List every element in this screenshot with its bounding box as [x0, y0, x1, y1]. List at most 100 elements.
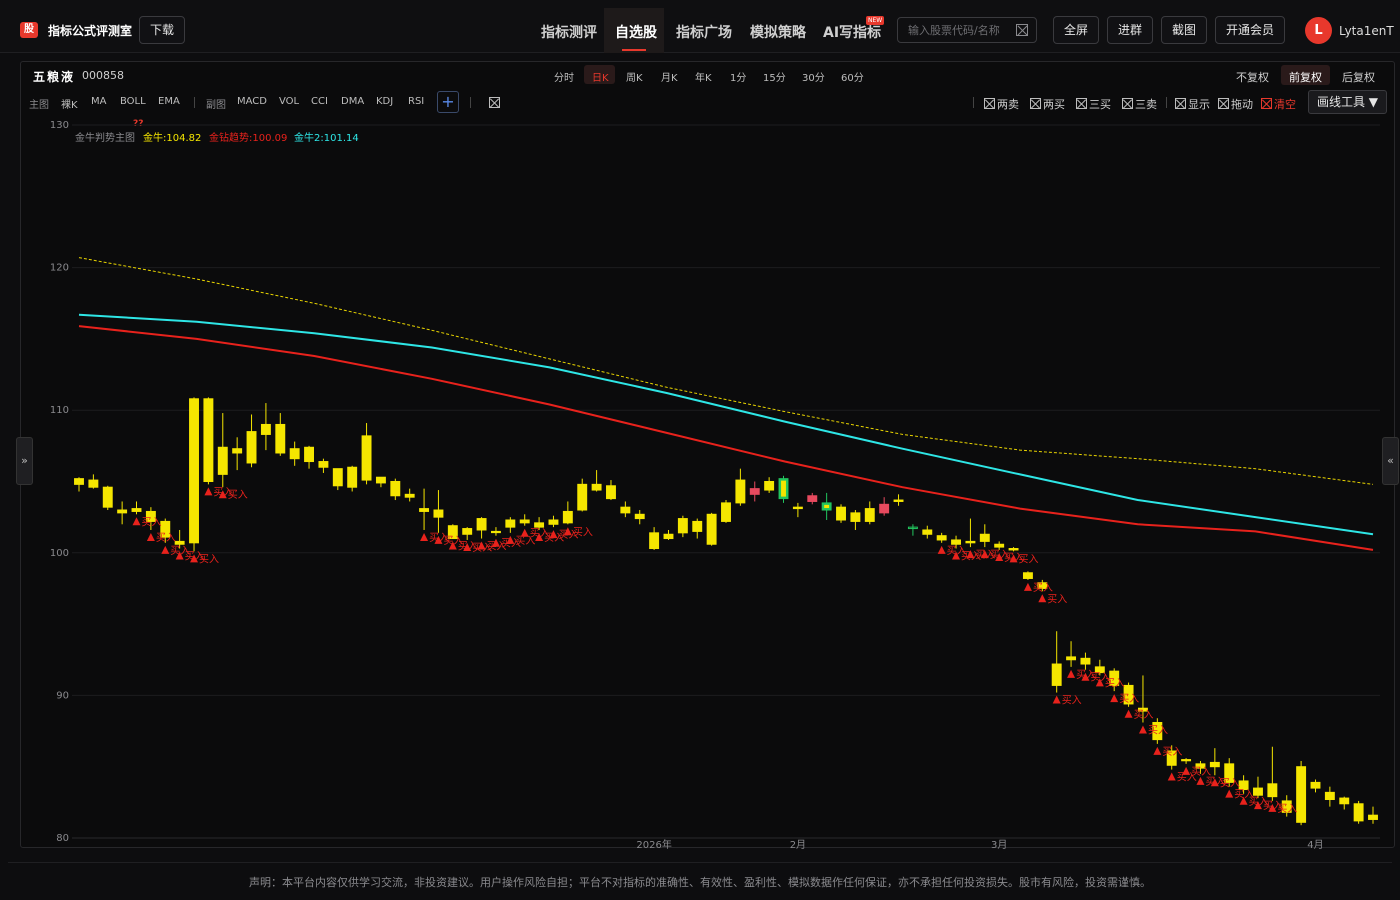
clear-drawings-button[interactable]: 清空 — [1261, 96, 1296, 112]
period-60min[interactable]: 60分 — [841, 73, 864, 84]
indicator-ema[interactable]: EMA — [158, 96, 180, 107]
candle-body — [1267, 783, 1278, 798]
toggle-label: 三买 — [1089, 98, 1111, 111]
app-title: 指标公式评测室 — [48, 24, 133, 38]
candle-body — [749, 488, 760, 495]
toggle-two-buy[interactable]: 两买 — [1030, 96, 1065, 112]
toggle-drag[interactable]: 拖动 — [1218, 96, 1253, 112]
indicator-vol[interactable]: VOL — [279, 96, 300, 107]
candle-body — [332, 468, 343, 487]
candle-body — [145, 510, 156, 522]
candle-body — [131, 508, 142, 512]
candle-body — [1080, 657, 1091, 665]
candle-body — [462, 528, 473, 535]
membership-button[interactable]: 开通会员 — [1215, 16, 1285, 44]
tab-indicator-square[interactable]: 指标广场 — [676, 25, 732, 41]
candle-body — [721, 502, 731, 522]
buy-signal-arrow — [520, 528, 529, 537]
buy-signal-label: 买入 — [228, 489, 248, 501]
candle-body — [1339, 797, 1350, 805]
candle-body — [907, 526, 918, 530]
clear-search-icon[interactable] — [1016, 24, 1028, 36]
avatar[interactable]: L — [1305, 17, 1332, 44]
buy-signal-label: 买入 — [1090, 672, 1110, 684]
indicator-boll[interactable]: BOLL — [120, 96, 146, 107]
candle-body — [936, 535, 947, 541]
divider — [470, 97, 471, 108]
toggle-two-sell[interactable]: 两卖 — [984, 96, 1019, 112]
legend-jinniu2: 金牛2:101.14 — [294, 133, 359, 144]
adjust-none[interactable]: 不复权 — [1236, 71, 1269, 84]
toggle-show[interactable]: 显示 — [1175, 96, 1210, 112]
indicator-rsi[interactable]: RSI — [408, 96, 425, 107]
add-indicator-button[interactable]: + — [437, 91, 459, 113]
indicator-macd[interactable]: MACD — [237, 96, 267, 107]
period-30min[interactable]: 30分 — [802, 73, 825, 84]
nav-active-background — [604, 8, 664, 53]
indicator-kdj[interactable]: KDJ — [376, 96, 394, 107]
buy-signal-label: 买入 — [1191, 766, 1211, 778]
buy-signal-arrow — [477, 541, 486, 550]
period-15min[interactable]: 15分 — [763, 73, 786, 84]
adjust-backward[interactable]: 后复权 — [1342, 71, 1375, 84]
fullscreen-button[interactable]: 全屏 — [1053, 16, 1099, 44]
period-daily[interactable]: 日K — [592, 73, 609, 84]
candle-body — [447, 525, 458, 540]
series-line-2 — [78, 313, 1374, 536]
candle-body — [1094, 666, 1105, 674]
stock-search-input[interactable] — [908, 22, 1013, 38]
toggle-three-buy[interactable]: 三买 — [1076, 96, 1111, 112]
indicator-cci[interactable]: CCI — [311, 96, 328, 107]
download-button[interactable]: 下载 — [139, 16, 185, 44]
buy-signal-label: 买入 — [199, 553, 219, 565]
username[interactable]: Lyta1enT — [1339, 24, 1394, 38]
tab-indicator-review[interactable]: 指标测评 — [541, 25, 597, 41]
buy-signal-label: 买入 — [156, 532, 176, 544]
tab-ai-indicator[interactable]: AI写指标 — [823, 25, 882, 41]
candle-body — [74, 478, 84, 485]
candle-body — [562, 510, 573, 524]
buy-signal-label: 买入 — [170, 545, 190, 557]
candle-body — [792, 506, 803, 510]
candle-body — [1296, 766, 1307, 823]
period-yearly[interactable]: 年K — [695, 73, 712, 84]
x-tick-label: 4月 — [1307, 839, 1323, 851]
indicator-naked-k[interactable]: 裸K — [61, 100, 78, 111]
checkbox-icon — [1076, 98, 1087, 109]
period-1min[interactable]: 1分 — [730, 73, 747, 84]
candle-body — [189, 398, 199, 544]
screenshot-button[interactable]: 截图 — [1161, 16, 1207, 44]
candle-body — [260, 423, 271, 435]
candle-body — [1051, 663, 1062, 686]
tab-watchlist[interactable]: 自选股 — [615, 25, 657, 41]
adjust-forward[interactable]: 前复权 — [1289, 71, 1322, 84]
candle-body — [102, 486, 113, 508]
buy-signal-arrow — [535, 532, 544, 541]
candle-body — [505, 519, 516, 528]
period-intraday[interactable]: 分时 — [554, 73, 574, 84]
checkbox-icon — [1030, 98, 1041, 109]
series-line-1 — [78, 325, 1374, 551]
indicator-ma[interactable]: MA — [91, 96, 107, 107]
close-indicator-icon[interactable] — [489, 97, 500, 108]
candle-body — [1066, 656, 1077, 661]
buy-signal-label: 买入 — [1047, 593, 1067, 605]
expand-right-panel-button[interactable]: « — [1382, 437, 1399, 485]
candle-body — [591, 483, 602, 491]
period-monthly[interactable]: 月K — [661, 73, 678, 84]
toggle-three-sell[interactable]: 三卖 — [1122, 96, 1157, 112]
indicator-dma[interactable]: DMA — [341, 96, 365, 107]
buy-signal-label: 买入 — [443, 535, 463, 547]
main-chart-label: 主图 — [29, 100, 49, 111]
period-weekly[interactable]: 周K — [626, 73, 643, 84]
tab-simulated-strategy[interactable]: 模拟策略 — [750, 25, 806, 41]
buy-signal-arrow — [1138, 725, 1147, 734]
buy-signal-arrow — [1095, 678, 1104, 687]
drawing-tools-dropdown[interactable]: 画线工具 ▼ — [1308, 90, 1387, 114]
buy-signal-label: 买入 — [1234, 789, 1254, 801]
expand-left-panel-button[interactable]: » — [16, 437, 33, 485]
toggle-label: 显示 — [1188, 98, 1210, 111]
join-group-button[interactable]: 进群 — [1107, 16, 1153, 44]
y-tick-label: 110 — [50, 405, 69, 416]
